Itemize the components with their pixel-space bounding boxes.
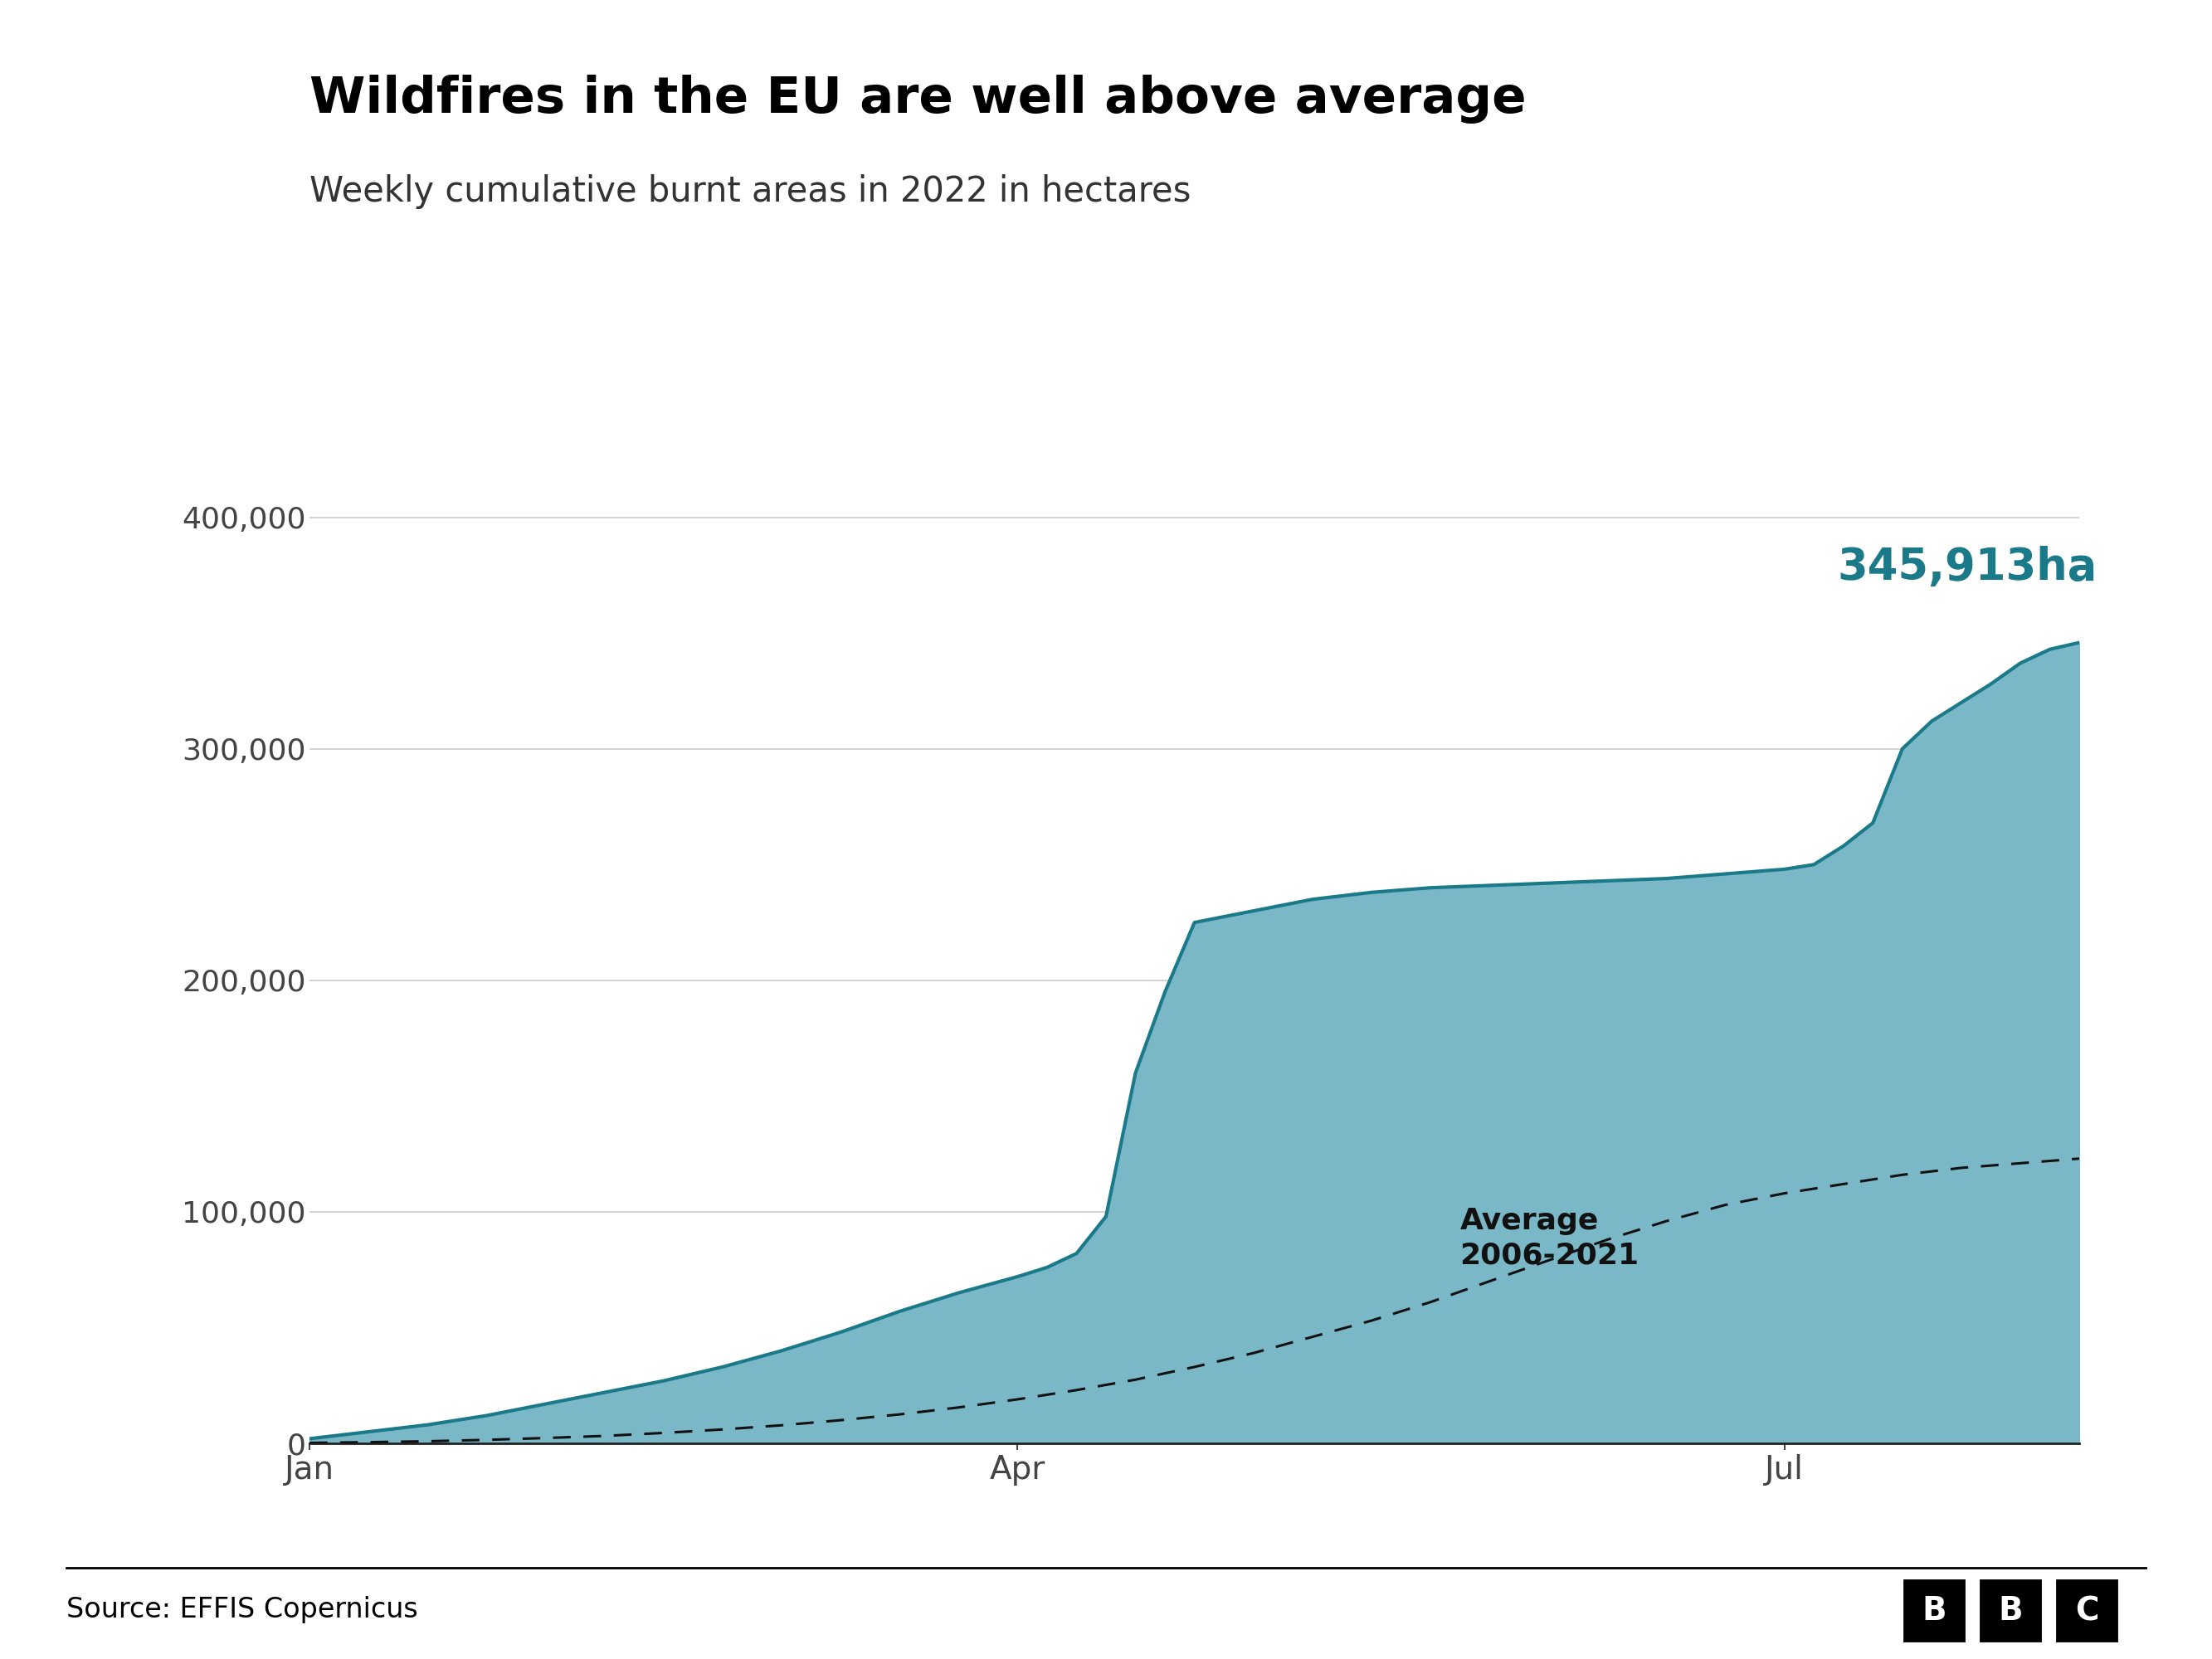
FancyBboxPatch shape [1978,1578,2044,1644]
Text: Wildfires in the EU are well above average: Wildfires in the EU are well above avera… [310,75,1526,124]
Text: Source: EFFIS Copernicus: Source: EFFIS Copernicus [66,1596,418,1623]
Text: Weekly cumulative burnt areas in 2022 in hectares: Weekly cumulative burnt areas in 2022 in… [310,174,1190,209]
Text: B: B [1997,1596,2024,1626]
Text: B: B [1922,1596,1947,1626]
Text: C: C [2075,1596,2099,1626]
Text: 345,913ha: 345,913ha [1838,546,2097,589]
FancyBboxPatch shape [2055,1578,2119,1644]
Text: Average
2006-2021: Average 2006-2021 [1460,1206,1639,1269]
FancyBboxPatch shape [1902,1578,1969,1644]
